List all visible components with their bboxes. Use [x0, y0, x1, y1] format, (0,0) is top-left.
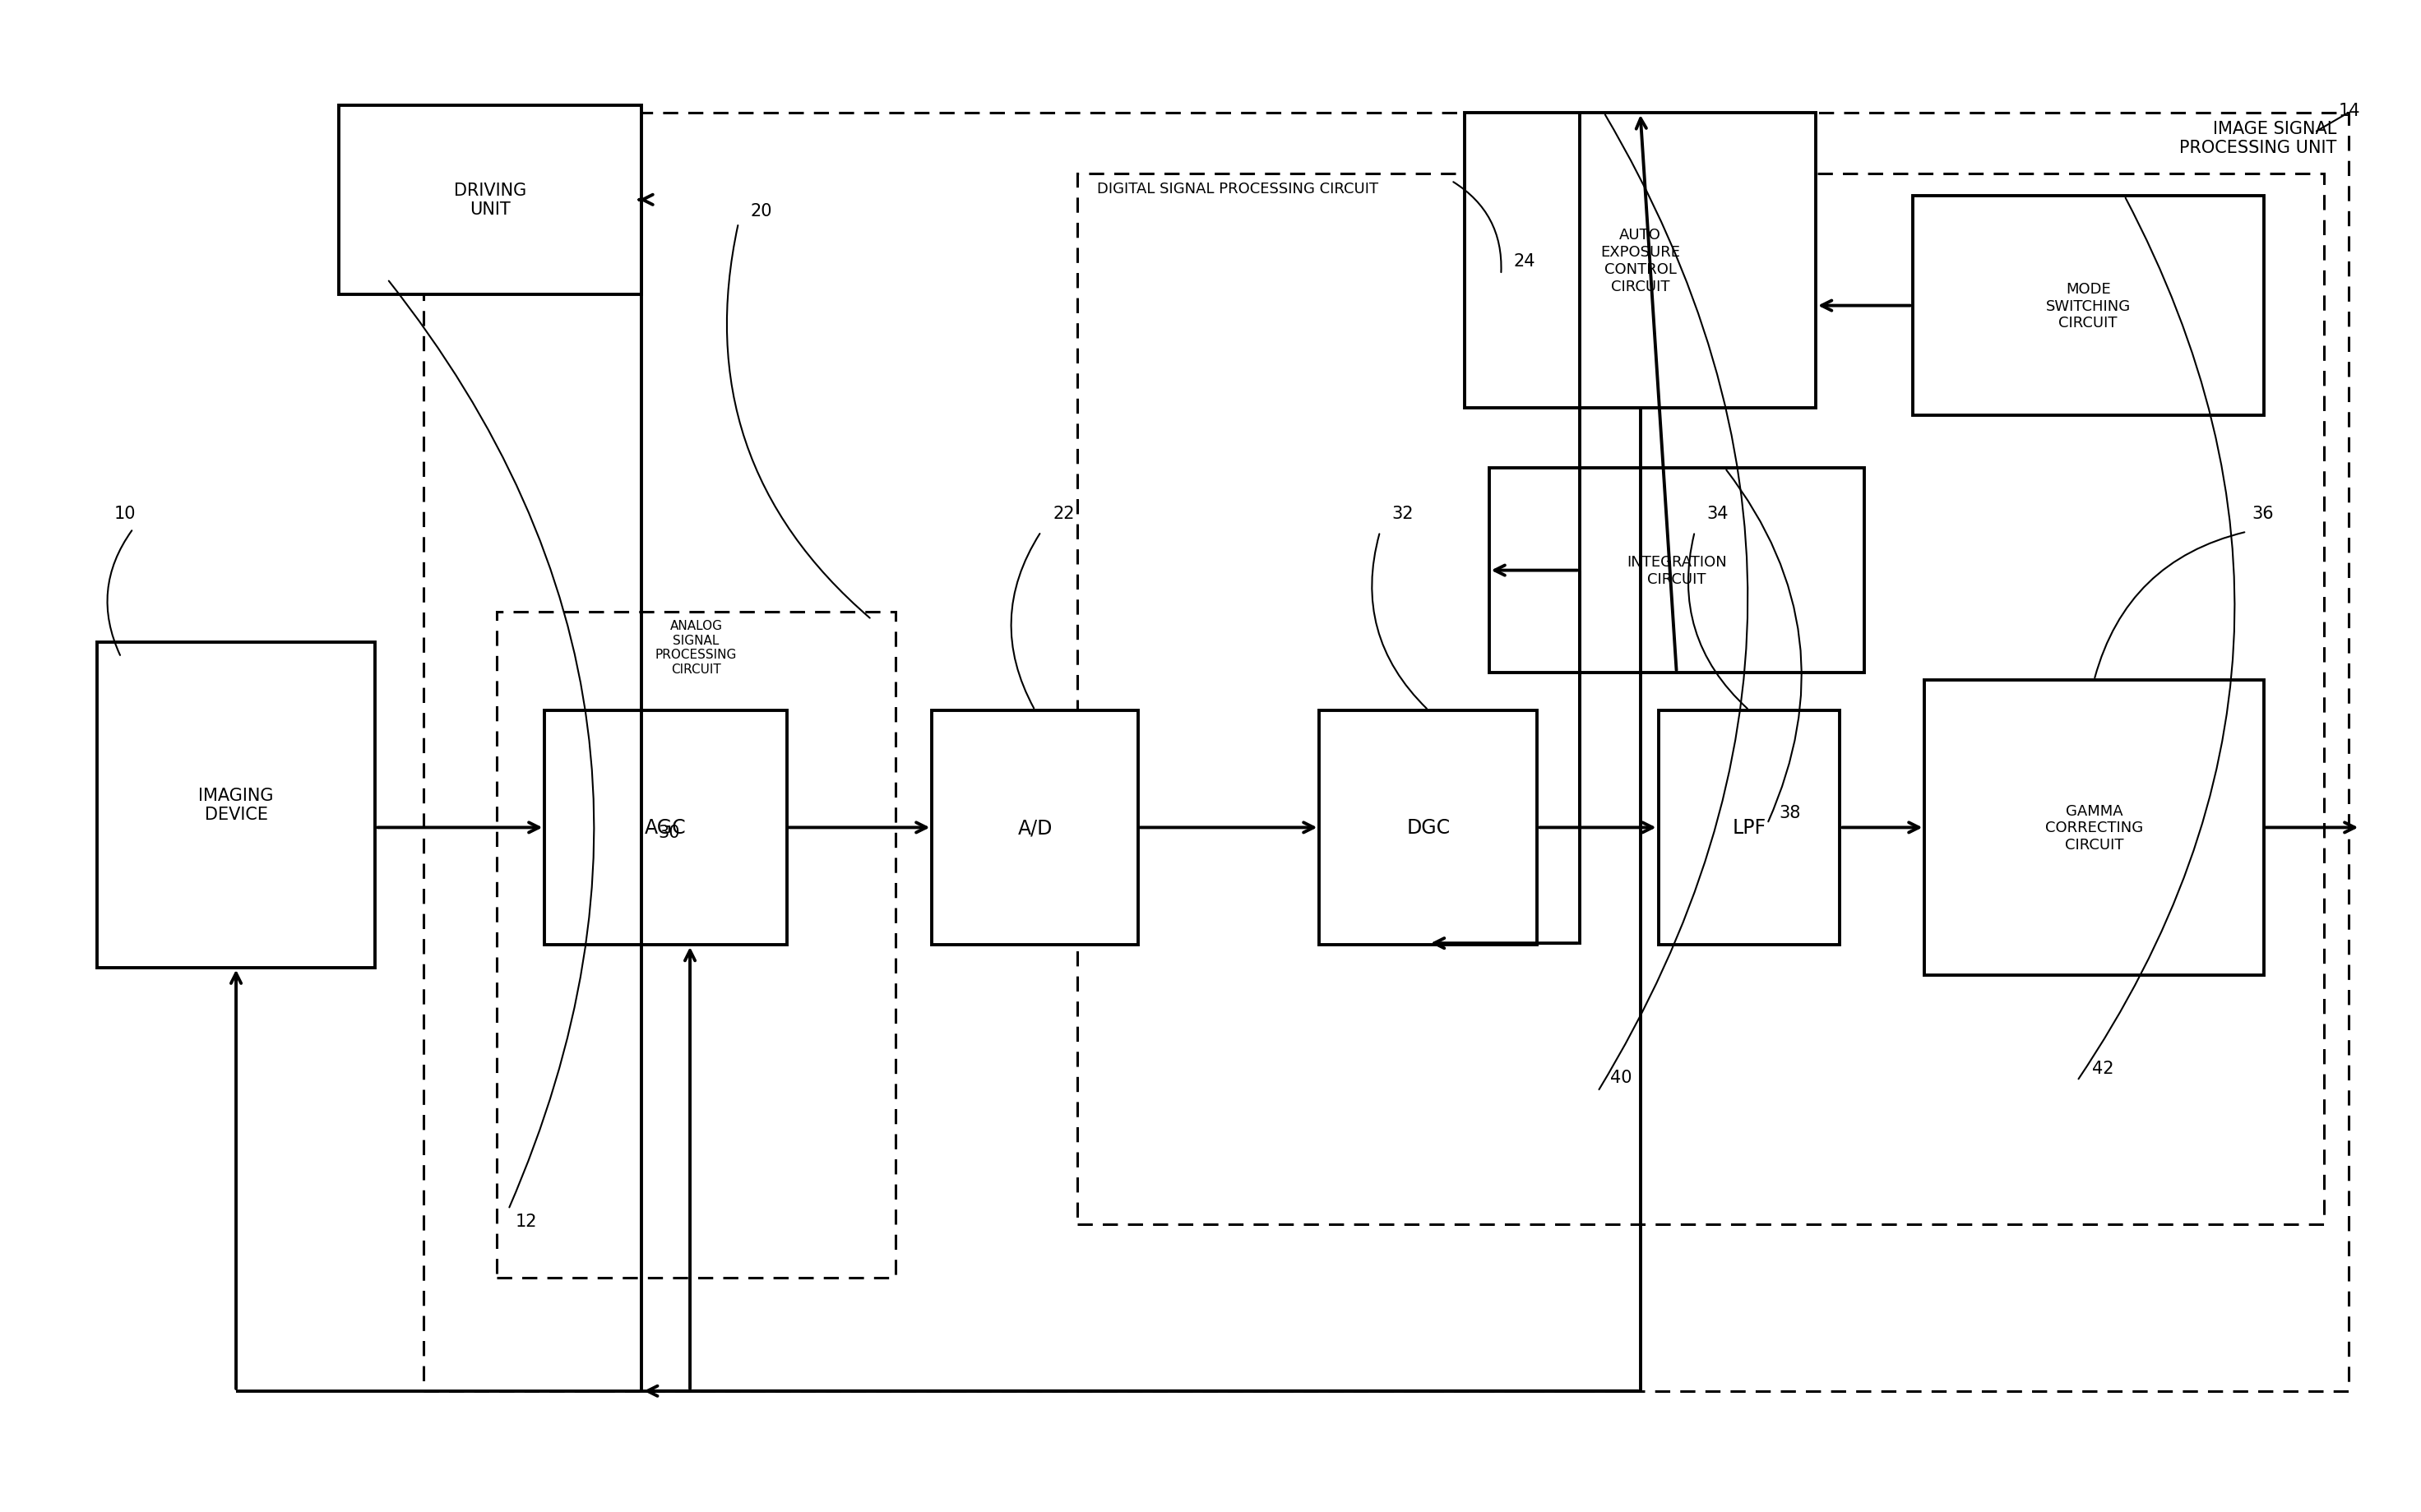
FancyBboxPatch shape [1489, 469, 1864, 673]
FancyBboxPatch shape [1077, 174, 2324, 1225]
Text: AGC: AGC [644, 818, 688, 838]
Text: 34: 34 [1707, 505, 1729, 522]
Text: 42: 42 [2092, 1060, 2114, 1077]
FancyBboxPatch shape [424, 113, 2348, 1391]
Text: 32: 32 [1392, 505, 1414, 522]
Text: IMAGE SIGNAL
PROCESSING UNIT: IMAGE SIGNAL PROCESSING UNIT [2179, 121, 2336, 156]
Text: LPF: LPF [1733, 818, 1765, 838]
Text: 38: 38 [1779, 804, 1801, 821]
Text: GAMMA
CORRECTING
CIRCUIT: GAMMA CORRECTING CIRCUIT [2046, 803, 2143, 853]
FancyBboxPatch shape [1913, 197, 2264, 416]
FancyBboxPatch shape [1925, 680, 2264, 975]
Text: 22: 22 [1053, 505, 1075, 522]
Text: 20: 20 [751, 203, 772, 219]
FancyBboxPatch shape [339, 106, 642, 295]
FancyBboxPatch shape [496, 612, 896, 1278]
Text: DRIVING
UNIT: DRIVING UNIT [455, 183, 525, 218]
Text: DGC: DGC [1407, 818, 1450, 838]
Text: 36: 36 [2252, 505, 2273, 522]
Text: MODE
SWITCHING
CIRCUIT: MODE SWITCHING CIRCUIT [2046, 281, 2130, 331]
FancyBboxPatch shape [1465, 113, 1816, 408]
FancyBboxPatch shape [932, 711, 1138, 945]
FancyBboxPatch shape [97, 643, 375, 968]
Text: 10: 10 [114, 505, 136, 522]
FancyBboxPatch shape [1319, 711, 1537, 945]
Text: 12: 12 [516, 1213, 537, 1229]
FancyBboxPatch shape [545, 711, 787, 945]
Text: IMAGING
DEVICE: IMAGING DEVICE [199, 788, 274, 823]
Text: ANALOG
SIGNAL
PROCESSING
CIRCUIT: ANALOG SIGNAL PROCESSING CIRCUIT [656, 620, 736, 676]
Text: DIGITAL SIGNAL PROCESSING CIRCUIT: DIGITAL SIGNAL PROCESSING CIRCUIT [1097, 181, 1378, 197]
Text: 30: 30 [659, 824, 680, 841]
Text: AUTO
EXPOSURE
CONTROL
CIRCUIT: AUTO EXPOSURE CONTROL CIRCUIT [1600, 228, 1680, 293]
Text: 40: 40 [1610, 1069, 1632, 1086]
Text: 14: 14 [2339, 103, 2360, 119]
FancyBboxPatch shape [1658, 711, 1840, 945]
Text: A/D: A/D [1017, 818, 1053, 838]
Text: 24: 24 [1513, 253, 1535, 269]
Text: INTEGRATION
CIRCUIT: INTEGRATION CIRCUIT [1627, 555, 1726, 587]
